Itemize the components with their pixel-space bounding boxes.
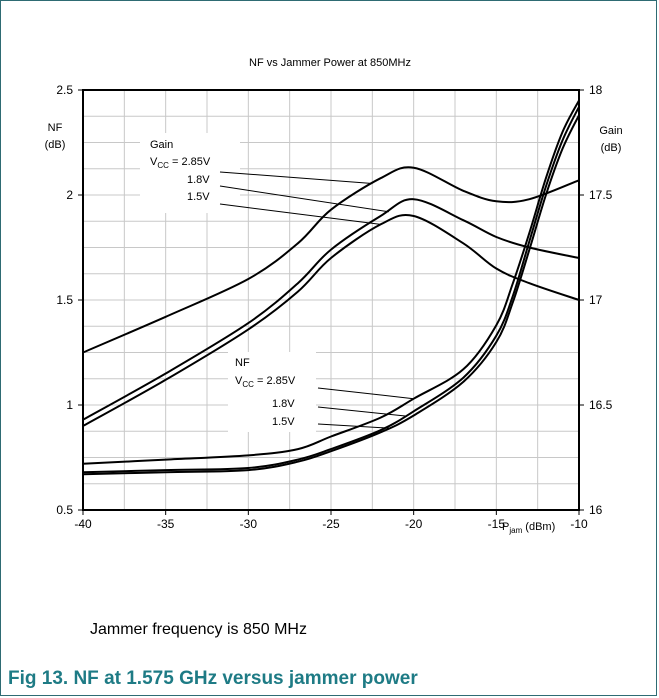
series-line-gain-1-5v (82, 214, 580, 427)
footnote: Jammer frequency is 850 MHz (90, 621, 307, 638)
y-left-tick-label: 2 (66, 188, 73, 202)
y-left-tick-label: 2.5 (56, 83, 73, 97)
series-line-nf-1-8v (82, 106, 580, 474)
y-right-tick-label: 17.5 (589, 188, 613, 202)
gain-legend-entry-2: 1.8V (187, 174, 210, 186)
x-tick-label: -35 (157, 517, 175, 531)
series-lines (82, 100, 580, 476)
nf-legend-entry-2: 1.8V (272, 398, 295, 410)
nf-legend-entry-1: VCC = 2.85V (235, 375, 296, 389)
gain-leader-line (219, 185, 389, 213)
nf-legend-title: NF (235, 357, 250, 369)
x-tick-label: -25 (322, 517, 340, 531)
nf-legend-entry-3: 1.5V (272, 416, 295, 428)
y-left-label-bottom: (dB) (45, 139, 66, 151)
y-right-tick-label: 17 (589, 293, 603, 307)
series-line-gain-1-8v (82, 198, 580, 421)
series-line-nf-2-85v (82, 100, 580, 465)
gain-legend: Gain VCC = 2.85V 1.8V 1.5V (140, 133, 240, 213)
x-tick-label: -15 (488, 517, 506, 531)
x-tick-label: -40 (74, 517, 92, 531)
ticks (78, 89, 584, 515)
figure-caption: Fig 13. NF at 1.575 GHz versus jammer po… (8, 668, 418, 689)
nf-leader-line (317, 387, 414, 400)
y-right-tick-label: 16 (589, 503, 603, 517)
nf-leader-line (317, 406, 406, 417)
gain-legend-title: Gain (150, 139, 173, 151)
series-line-nf-1-5v (82, 114, 580, 476)
y-left-tick-label: 0.5 (56, 503, 73, 517)
series-line-gain-2-85v (82, 166, 580, 354)
nf-leader-line (317, 423, 389, 429)
gain-leader-line (219, 203, 381, 225)
y-right-label-bottom: (dB) (601, 142, 622, 154)
x-tick-label: -10 (570, 517, 588, 531)
leader-lines (219, 171, 414, 429)
y-left-tick-label: 1.5 (56, 293, 73, 307)
nf-legend: NF VCC = 2.85V 1.8V 1.5V (228, 352, 316, 432)
y-right-label-top: Gain (599, 125, 622, 137)
x-axis-label: Pjam (dBm) (502, 521, 555, 535)
x-tick-label: -20 (405, 517, 423, 531)
y-right-tick-label: 18 (589, 83, 603, 97)
y-left-tick-label: 1 (66, 398, 73, 412)
gain-legend-entry-3: 1.5V (187, 191, 210, 203)
y-left-label-top: NF (48, 122, 63, 134)
chart: NF vs Jammer Power at 850MHz -40 -35 -30 -2… (45, 57, 623, 535)
y-right-tick-label: 16.5 (589, 398, 613, 412)
gain-leader-line (219, 171, 373, 184)
chart-title: NF vs Jammer Power at 850MHz (249, 57, 411, 69)
x-tick-label: -30 (240, 517, 258, 531)
tick-labels: -40 -35 -30 -25 -20 -15 -10 0.5 1 1.5 2 2.5 16 16.5 17… (56, 83, 612, 531)
gain-legend-entry-1: VCC = 2.85V (150, 156, 211, 170)
